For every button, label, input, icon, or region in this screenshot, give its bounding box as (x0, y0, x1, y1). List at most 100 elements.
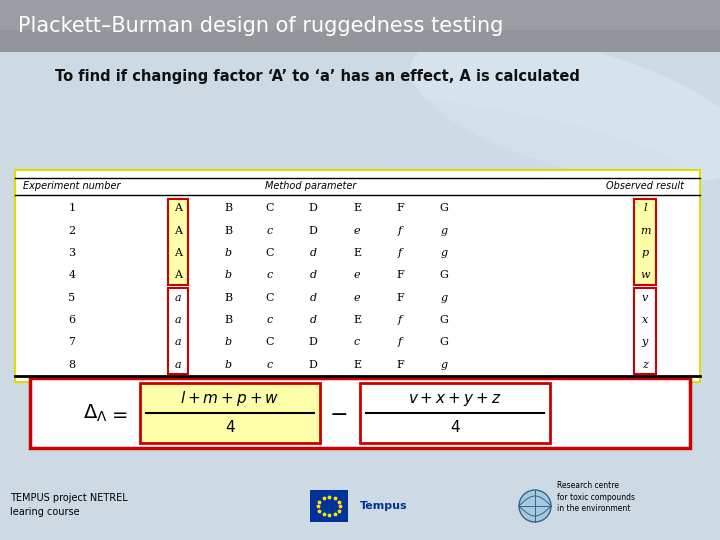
FancyBboxPatch shape (0, 0, 720, 80)
Text: v: v (642, 293, 648, 303)
Ellipse shape (410, 36, 720, 184)
Text: B: B (224, 226, 232, 235)
Text: D: D (309, 203, 318, 213)
Text: G: G (440, 203, 449, 213)
Text: Method parameter: Method parameter (265, 181, 356, 191)
Text: A: A (174, 226, 182, 235)
Text: G: G (440, 315, 449, 325)
Text: G: G (440, 271, 449, 280)
Text: c: c (267, 226, 273, 235)
Text: E: E (353, 203, 361, 213)
Text: 8: 8 (68, 360, 76, 370)
Text: B: B (224, 315, 232, 325)
Text: d: d (310, 315, 317, 325)
Circle shape (519, 490, 551, 522)
Text: 6: 6 (68, 315, 76, 325)
Text: g: g (441, 293, 448, 303)
Text: Plackett–Burman design of ruggedness testing: Plackett–Burman design of ruggedness tes… (18, 16, 503, 36)
Text: f: f (398, 248, 402, 258)
Text: w: w (640, 271, 649, 280)
Text: a: a (175, 293, 181, 303)
Text: e: e (354, 293, 360, 303)
Text: F: F (396, 360, 404, 370)
Text: z: z (642, 360, 648, 370)
Text: $l+m+p+w$: $l+m+p+w$ (180, 389, 279, 408)
Text: a: a (175, 315, 181, 325)
Text: F: F (396, 271, 404, 280)
Text: 1: 1 (68, 203, 76, 213)
Text: B: B (224, 293, 232, 303)
Text: p: p (642, 248, 649, 258)
Bar (168, 199, 188, 285)
Text: A: A (174, 271, 182, 280)
Text: g: g (441, 226, 448, 235)
Bar (634, 199, 656, 285)
Bar (140, 383, 320, 443)
Text: A: A (174, 203, 182, 213)
Text: c: c (267, 315, 273, 325)
Text: $\Delta_{\Lambda}$: $\Delta_{\Lambda}$ (83, 402, 107, 424)
Text: D: D (309, 226, 318, 235)
Text: 5: 5 (68, 293, 76, 303)
Text: e: e (354, 226, 360, 235)
Text: $v+x+y+z$: $v+x+y+z$ (408, 390, 502, 408)
Text: A: A (174, 248, 182, 258)
Text: d: d (310, 293, 317, 303)
Bar (168, 288, 188, 374)
Text: $4$: $4$ (449, 419, 460, 435)
Text: d: d (310, 248, 317, 258)
Text: G: G (440, 338, 449, 347)
Text: b: b (225, 338, 232, 347)
Text: To find if changing factor ‘A’ to ‘a’ has an effect, A is calculated: To find if changing factor ‘A’ to ‘a’ ha… (55, 70, 580, 84)
Text: f: f (398, 315, 402, 325)
Text: D: D (309, 360, 318, 370)
Text: $4$: $4$ (225, 419, 235, 435)
Text: c: c (267, 360, 273, 370)
FancyBboxPatch shape (0, 52, 720, 540)
Text: $=$: $=$ (108, 403, 128, 422)
Text: c: c (354, 338, 360, 347)
Text: $-$: $-$ (329, 403, 347, 423)
Bar (634, 288, 656, 374)
FancyBboxPatch shape (15, 170, 700, 382)
Text: 4: 4 (68, 271, 76, 280)
Text: B: B (224, 203, 232, 213)
Text: C: C (266, 338, 274, 347)
Text: D: D (309, 338, 318, 347)
Text: b: b (225, 248, 232, 258)
Text: g: g (441, 360, 448, 370)
Text: a: a (175, 360, 181, 370)
Text: C: C (266, 293, 274, 303)
Bar (310, 490, 348, 522)
Text: e: e (354, 271, 360, 280)
Text: g: g (441, 248, 448, 258)
Text: l: l (643, 203, 647, 213)
Text: m: m (640, 226, 650, 235)
FancyBboxPatch shape (0, 0, 720, 52)
Text: x: x (642, 315, 648, 325)
Text: E: E (353, 248, 361, 258)
Text: d: d (310, 271, 317, 280)
FancyBboxPatch shape (0, 0, 720, 30)
Text: c: c (267, 271, 273, 280)
Text: y: y (642, 338, 648, 347)
Bar (360, 383, 550, 443)
Text: b: b (225, 360, 232, 370)
Text: TEMPUS project NETREL
learing course: TEMPUS project NETREL learing course (10, 494, 127, 517)
Text: E: E (353, 360, 361, 370)
Text: 3: 3 (68, 248, 76, 258)
Ellipse shape (303, 98, 697, 202)
Text: b: b (225, 271, 232, 280)
Text: f: f (398, 226, 402, 235)
Bar (30, 378, 690, 448)
Text: C: C (266, 248, 274, 258)
Text: E: E (353, 315, 361, 325)
Text: f: f (398, 338, 402, 347)
Text: 2: 2 (68, 226, 76, 235)
Text: Observed result: Observed result (606, 181, 684, 191)
Text: C: C (266, 203, 274, 213)
Text: Tempus: Tempus (360, 501, 408, 511)
Text: Experiment number: Experiment number (23, 181, 121, 191)
Text: 7: 7 (68, 338, 76, 347)
Text: a: a (175, 338, 181, 347)
